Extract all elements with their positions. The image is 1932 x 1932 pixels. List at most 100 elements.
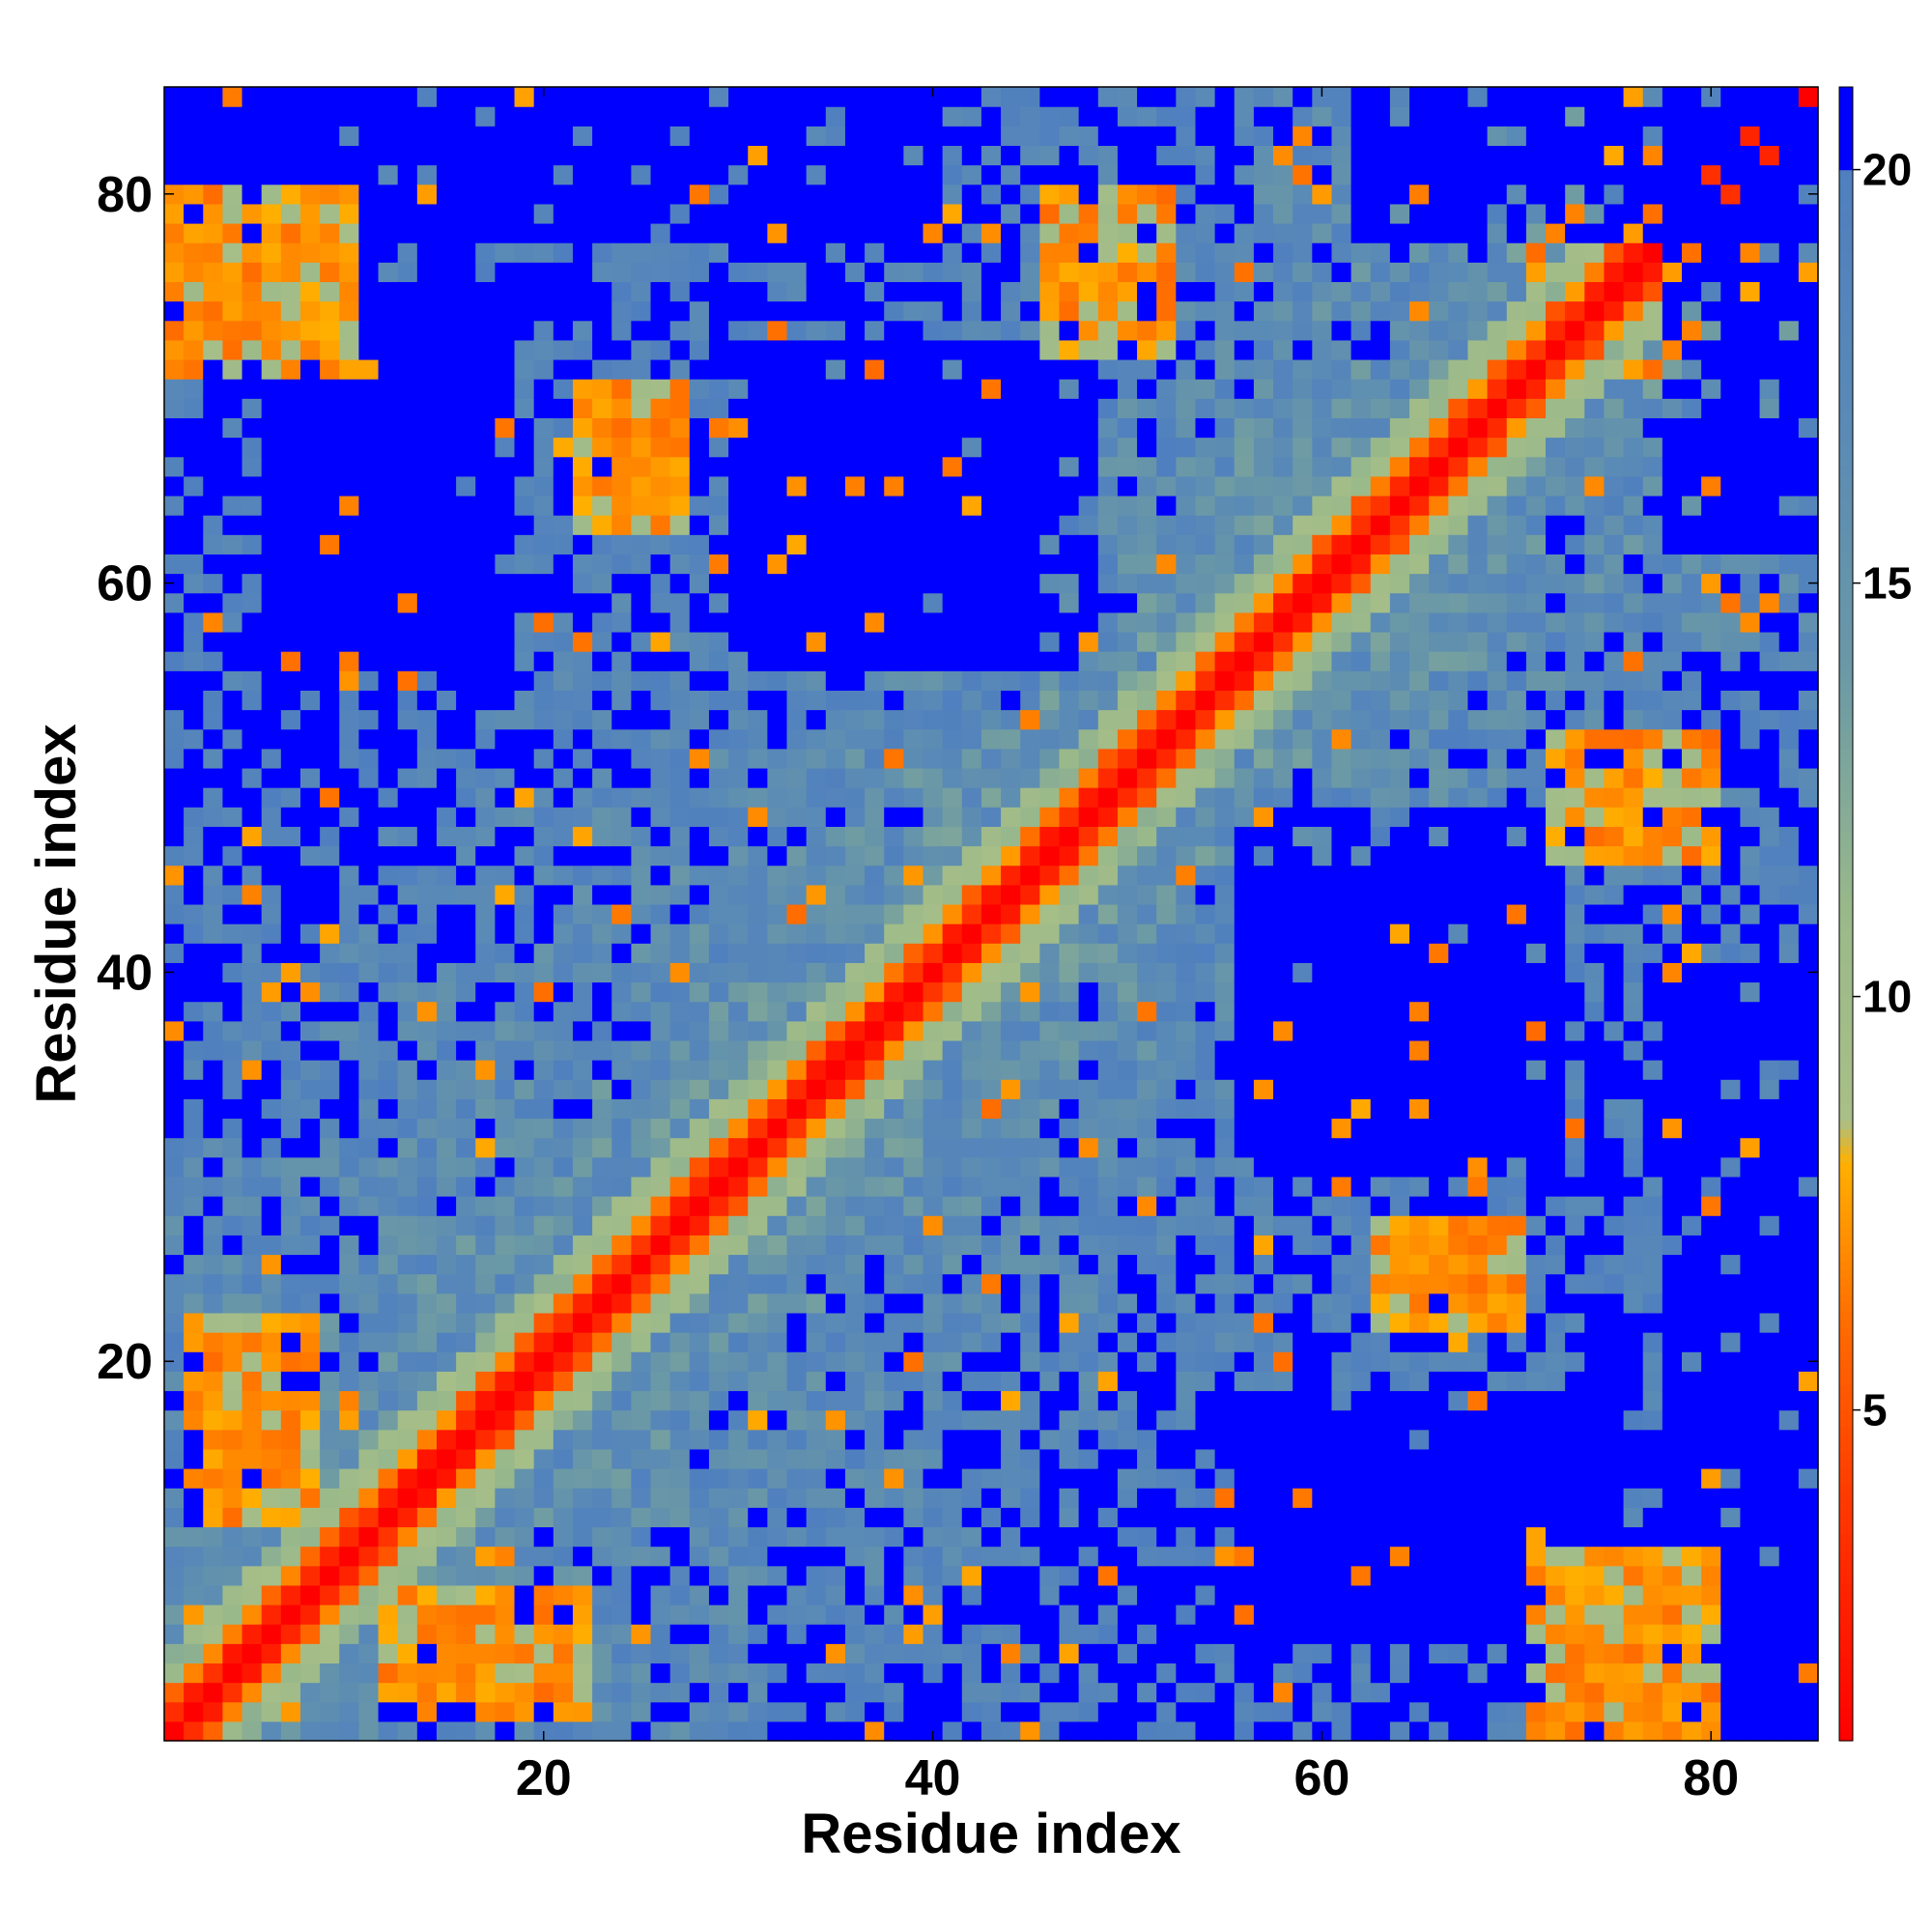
heatmap-cell: [903, 1468, 924, 1489]
heatmap-cell: [164, 651, 185, 671]
heatmap-cell: [456, 1137, 476, 1158]
heatmap-cell: [748, 1643, 768, 1664]
heatmap-cell: [767, 1215, 788, 1236]
heatmap-cell: [1253, 184, 1274, 205]
heatmap-cell: [1273, 1351, 1293, 1372]
heatmap-cell: [961, 845, 982, 867]
heatmap-cell: [261, 728, 282, 750]
heatmap-cell: [806, 320, 827, 341]
heatmap-cell: [728, 1507, 749, 1528]
heatmap-cell: [164, 1468, 185, 1489]
heatmap-cell: [358, 962, 380, 983]
heatmap-cell: [358, 651, 380, 671]
heatmap-cell: [961, 106, 982, 127]
heatmap-cell: [572, 884, 593, 905]
heatmap-cell: [1156, 1215, 1177, 1236]
heatmap-cell: [923, 845, 944, 867]
heatmap-cell: [923, 1390, 944, 1411]
heatmap-cell: [961, 1526, 982, 1548]
heatmap-cell: [1097, 573, 1119, 594]
heatmap-cell: [1059, 1565, 1080, 1586]
heatmap-cell: [261, 826, 282, 847]
heatmap-cell: [1039, 651, 1061, 671]
heatmap-cell: [475, 631, 496, 652]
heatmap-cell: [650, 475, 671, 497]
heatmap-cell: [592, 203, 612, 224]
heatmap-cell: [203, 767, 224, 788]
heatmap-cell: [844, 456, 866, 477]
heatmap-cell: [1293, 1409, 1313, 1431]
heatmap-cell: [592, 398, 612, 418]
heatmap-cell: [1001, 495, 1021, 516]
heatmap-cell: [980, 1584, 1002, 1605]
heatmap-cell: [203, 690, 224, 711]
heatmap-cell: [203, 807, 224, 827]
heatmap-cell: [903, 87, 924, 107]
heatmap-cell: [475, 845, 496, 867]
heatmap-cell: [650, 767, 671, 788]
heatmap-cell: [669, 398, 691, 418]
heatmap-cell: [650, 1312, 671, 1333]
heatmap-cell: [436, 1137, 457, 1158]
heatmap-cell: [689, 164, 710, 185]
heatmap-cell: [1020, 242, 1040, 263]
heatmap-cell: [844, 475, 866, 497]
heatmap-cell: [495, 320, 516, 341]
heatmap-cell: [280, 1507, 301, 1528]
heatmap-cell: [884, 339, 904, 360]
heatmap-cell: [1137, 164, 1157, 185]
heatmap-cell: [397, 1293, 418, 1314]
heatmap-cell: [728, 1351, 749, 1372]
heatmap-cell: [884, 1488, 904, 1508]
heatmap-cell: [884, 1720, 904, 1742]
heatmap-cell: [1195, 1507, 1216, 1528]
heatmap-cell: [592, 1584, 612, 1605]
heatmap-cell: [708, 203, 729, 224]
heatmap-cell: [222, 1682, 243, 1703]
heatmap-cell: [844, 106, 866, 127]
heatmap-cell: [1176, 1118, 1197, 1139]
heatmap-cell: [903, 1643, 924, 1664]
heatmap-cell: [1097, 1662, 1119, 1684]
heatmap-cell: [748, 1332, 768, 1352]
heatmap-cell: [961, 262, 982, 283]
heatmap-cell: [592, 262, 612, 283]
heatmap-cell: [884, 1351, 904, 1372]
heatmap-cell: [339, 728, 360, 750]
heatmap-cell: [397, 592, 418, 613]
heatmap-cell: [1234, 222, 1255, 243]
heatmap-cell: [844, 767, 866, 788]
heatmap-cell: [1176, 222, 1197, 243]
heatmap-cell: [184, 611, 204, 633]
heatmap-cell: [280, 184, 301, 205]
heatmap-cell: [378, 1196, 399, 1216]
heatmap-cell: [1176, 1701, 1197, 1722]
heatmap-cell: [514, 1643, 535, 1664]
heatmap-cell: [397, 1312, 418, 1333]
heatmap-cell: [397, 1605, 418, 1625]
heatmap-cell: [1195, 1293, 1216, 1314]
heatmap-cell: [184, 943, 204, 963]
heatmap-cell: [164, 981, 185, 1003]
heatmap-cell: [592, 1196, 612, 1216]
heatmap-cell: [1293, 1273, 1313, 1294]
heatmap-cell: [1293, 437, 1313, 458]
heatmap-cell: [923, 495, 944, 516]
heatmap-cell: [299, 1488, 321, 1508]
heatmap-cell: [1137, 631, 1157, 652]
heatmap-cell: [1097, 495, 1119, 516]
heatmap-cell: [1195, 981, 1216, 1003]
heatmap-cell: [1156, 845, 1177, 867]
heatmap-cell: [553, 1118, 574, 1139]
heatmap-cell: [397, 495, 418, 516]
heatmap-cell: [1078, 903, 1099, 924]
heatmap-cell: [1253, 145, 1274, 166]
heatmap-cell: [650, 1390, 671, 1411]
heatmap-cell: [865, 126, 885, 147]
heatmap-cell: [786, 1039, 808, 1061]
heatmap-cell: [378, 262, 399, 283]
heatmap-cell: [495, 1001, 516, 1022]
heatmap-cell: [456, 87, 476, 107]
heatmap-cell: [475, 1643, 496, 1664]
heatmap-cell: [884, 962, 904, 983]
